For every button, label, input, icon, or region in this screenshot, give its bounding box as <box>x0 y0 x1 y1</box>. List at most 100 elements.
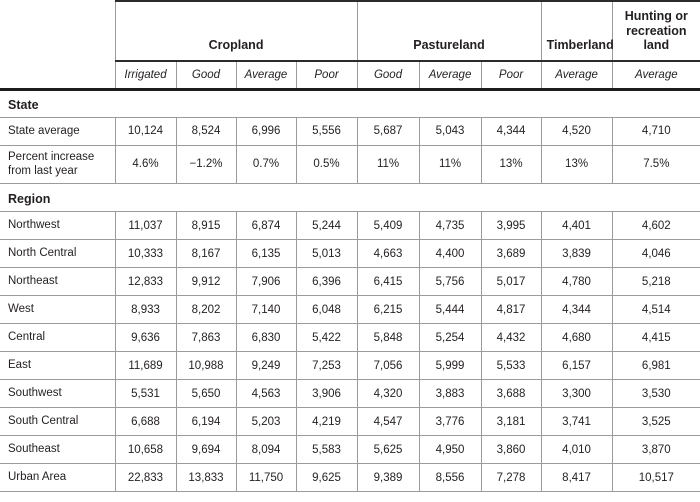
cell-value: 4,710 <box>611 116 700 146</box>
cell-value: 4,400 <box>418 239 482 269</box>
cell-value: 5,687 <box>356 116 420 146</box>
cell-value: 5,244 <box>295 211 358 241</box>
cell-value: 6,688 <box>114 407 177 437</box>
table-row: East 11,689 10,988 9,249 7,253 7,056 5,999 5,53… <box>0 351 700 381</box>
table-row: Southeast 10,658 9,694 8,094 5,583 5,625 4,950… <box>0 435 700 465</box>
cell-value: 7,906 <box>235 267 297 297</box>
table-row: Northeast 12,833 9,912 7,906 6,396 6,415 5,756… <box>0 267 700 297</box>
section-row: State <box>0 89 700 118</box>
cell-value: 5,556 <box>295 116 358 146</box>
cell-value: 6,396 <box>295 267 358 297</box>
cell-value: 3,870 <box>611 435 700 465</box>
cell-value: 4,010 <box>540 435 613 465</box>
column-group-pastureland: Pastureland <box>356 0 542 62</box>
row-label: Percent increase from last year <box>0 144 116 185</box>
cell-value: 6,215 <box>356 295 420 325</box>
cell-value: 4,950 <box>418 435 482 465</box>
cell-value: 8,556 <box>418 463 482 493</box>
row-label: Northwest <box>0 211 116 241</box>
cell-value: 3,689 <box>480 239 542 269</box>
cell-value: 4,817 <box>480 295 542 325</box>
column-group-cropland: Cropland <box>114 0 358 62</box>
cell-value: 9,249 <box>235 351 297 381</box>
subcolumn-irrigated: Irrigated <box>114 60 177 91</box>
cell-value: 9,625 <box>295 463 358 493</box>
cell-value: 3,300 <box>540 379 613 409</box>
cell-value: 4,547 <box>356 407 420 437</box>
cell-value: 4,432 <box>480 323 542 353</box>
cell-value: 6,415 <box>356 267 420 297</box>
cell-value: 6,874 <box>235 211 297 241</box>
cell-value: 4,602 <box>611 211 700 241</box>
row-label: State average <box>0 116 116 146</box>
cell-value: 6,135 <box>235 239 297 269</box>
cell-value: 0.5% <box>295 144 358 185</box>
cell-value: 4,680 <box>540 323 613 353</box>
section-title: State <box>0 89 700 118</box>
cell-value: 7,056 <box>356 351 420 381</box>
cell-value: 6,048 <box>295 295 358 325</box>
row-label: Northeast <box>0 267 116 297</box>
cell-value: 5,254 <box>418 323 482 353</box>
cell-value: 4,415 <box>611 323 700 353</box>
table-row: Southwest 5,531 5,650 4,563 3,906 4,320 3,883 3… <box>0 379 700 409</box>
cell-value: 8,417 <box>540 463 613 493</box>
cell-value: 3,860 <box>480 435 542 465</box>
cell-value: 5,583 <box>295 435 358 465</box>
cell-value: 5,756 <box>418 267 482 297</box>
subcolumn-cropland-average: Average <box>235 60 297 91</box>
cell-value: 8,933 <box>114 295 177 325</box>
row-label: Southeast <box>0 435 116 465</box>
cell-value: 5,625 <box>356 435 420 465</box>
cell-value: 9,912 <box>175 267 237 297</box>
subcolumn-pastureland-poor: Poor <box>480 60 542 91</box>
row-label: South Central <box>0 407 116 437</box>
cell-value: 11% <box>356 144 420 185</box>
row-label: East <box>0 351 116 381</box>
sub-header-row: Irrigated Good Average Poor Good Average… <box>0 60 700 91</box>
group-header-row: Cropland Pastureland Timberland Hunting … <box>0 0 700 91</box>
cell-value: 5,409 <box>356 211 420 241</box>
cell-value: 4.6% <box>114 144 177 185</box>
cell-value: 13% <box>540 144 613 185</box>
cell-value: 7,863 <box>175 323 237 353</box>
cell-value: −1.2% <box>175 144 237 185</box>
cell-value: 7,278 <box>480 463 542 493</box>
row-label-header <box>0 1 116 91</box>
cell-value: 3,525 <box>611 407 700 437</box>
cell-value: 10,988 <box>175 351 237 381</box>
row-label: Southwest <box>0 379 116 409</box>
row-label: Urban Area <box>0 463 116 493</box>
cell-value: 6,194 <box>175 407 237 437</box>
cell-value: 6,981 <box>611 351 700 381</box>
cell-value: 8,167 <box>175 239 237 269</box>
table-body: State State average 10,124 8,524 6,996 5,556 5… <box>0 89 700 493</box>
cell-value: 5,422 <box>295 323 358 353</box>
cell-value: 3,530 <box>611 379 700 409</box>
column-group-timberland: Timberland <box>540 0 614 62</box>
cell-value: 4,046 <box>611 239 700 269</box>
cell-value: 11,689 <box>114 351 177 381</box>
cell-value: 5,013 <box>295 239 358 269</box>
table-row: South Central 6,688 6,194 5,203 4,219 4,547 3,… <box>0 407 700 437</box>
cell-value: 13,833 <box>175 463 237 493</box>
cell-value: 10,658 <box>114 435 177 465</box>
cell-value: 3,883 <box>418 379 482 409</box>
row-label: West <box>0 295 116 325</box>
cell-value: 7,253 <box>295 351 358 381</box>
subcolumn-timberland-average: Average <box>540 60 613 91</box>
cell-value: 4,735 <box>418 211 482 241</box>
cell-value: 4,219 <box>295 407 358 437</box>
cell-value: 4,663 <box>356 239 420 269</box>
table-row: Northwest 11,037 8,915 6,874 5,244 5,409 4,735… <box>0 211 700 241</box>
cell-value: 6,157 <box>540 351 613 381</box>
subcolumn-cropland-good: Good <box>175 60 237 91</box>
cell-value: 4,514 <box>611 295 700 325</box>
cell-value: 5,531 <box>114 379 177 409</box>
cell-value: 5,017 <box>480 267 542 297</box>
cell-value: 12,833 <box>114 267 177 297</box>
cell-value: 8,094 <box>235 435 297 465</box>
cell-value: 9,694 <box>175 435 237 465</box>
cell-value: 6,830 <box>235 323 297 353</box>
